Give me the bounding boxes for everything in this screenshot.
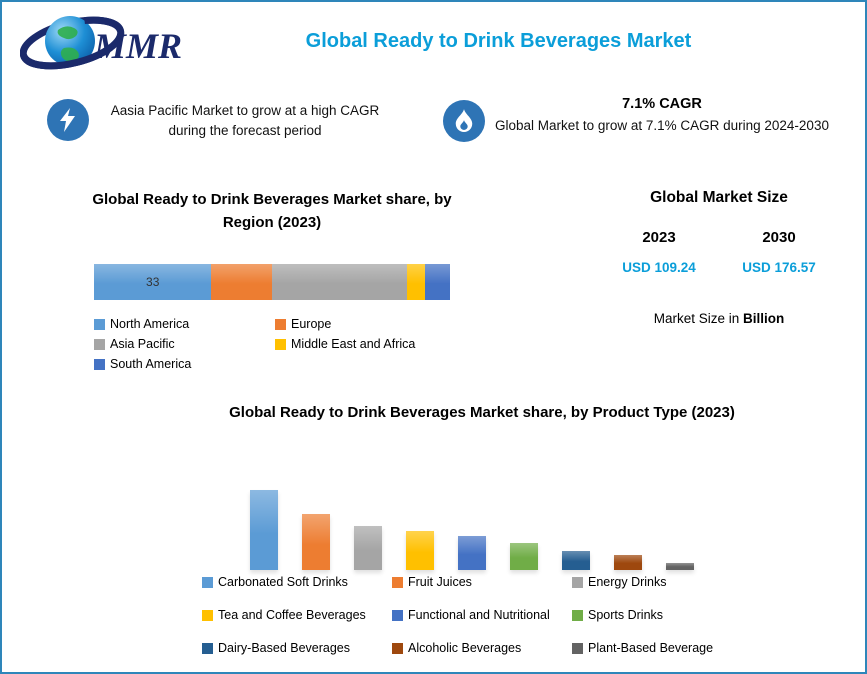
cagr-headline: 7.1% CAGR bbox=[622, 96, 702, 112]
legend-label: Functional and Nutritional bbox=[408, 608, 550, 622]
legend-label: Dairy-Based Beverages bbox=[218, 641, 351, 655]
legend-item: Energy Drinks bbox=[572, 575, 764, 589]
product-chart-title: Global Ready to Drink Beverages Market s… bbox=[229, 404, 735, 421]
market-size-values: USD 109.24 USD 176.57 bbox=[599, 260, 839, 275]
value-2023: USD 109.24 bbox=[622, 260, 696, 275]
globe-icon bbox=[45, 16, 95, 66]
legend-swatch bbox=[572, 609, 583, 621]
legend-swatch bbox=[202, 642, 213, 654]
market-size-years: 2023 2030 bbox=[599, 229, 839, 246]
legend-label: Tea and Coffee Beverages bbox=[218, 608, 366, 622]
legend-swatch bbox=[572, 642, 583, 654]
legend-swatch bbox=[94, 318, 105, 330]
legend-item: Dairy-Based Beverages bbox=[202, 641, 392, 655]
product-bar-4 bbox=[458, 536, 486, 570]
flame-icon bbox=[455, 109, 473, 132]
product-bar-0 bbox=[250, 490, 278, 570]
market-size-note: Market Size in Billion bbox=[599, 311, 839, 326]
legend-swatch bbox=[94, 338, 105, 350]
legend-label: Fruit Juices bbox=[408, 575, 472, 589]
legend-item: North America bbox=[94, 317, 275, 331]
legend-item: Sports Drinks bbox=[572, 608, 764, 622]
legend-label: Europe bbox=[291, 317, 332, 331]
legend-label: South America bbox=[110, 357, 192, 371]
product-bar-2 bbox=[354, 526, 382, 570]
callout-region-growth: Aasia Pacific Market to grow at a high C… bbox=[110, 103, 380, 139]
region-segment-0: 33 bbox=[94, 264, 212, 300]
product-bar-5 bbox=[510, 543, 538, 570]
legend-swatch bbox=[94, 358, 105, 370]
flame-icon-badge bbox=[443, 100, 485, 142]
callout-cagr: 7.1% CAGR Global Market to grow at 7.1% … bbox=[490, 94, 834, 136]
legend-label: Alcoholic Beverages bbox=[408, 641, 522, 655]
cagr-body: Global Market to grow at 7.1% CAGR durin… bbox=[495, 117, 829, 133]
product-bar-chart bbox=[250, 490, 694, 570]
product-bar-8 bbox=[666, 563, 694, 570]
value-2030: USD 176.57 bbox=[742, 260, 816, 275]
lightning-icon bbox=[60, 108, 75, 132]
legend-label: Plant-Based Beverage bbox=[588, 641, 714, 655]
product-legend: Carbonated Soft Drinks Fruit Juices Energy… bbox=[202, 575, 764, 655]
product-bar-1 bbox=[302, 514, 330, 570]
year-2030: 2030 bbox=[762, 229, 796, 246]
legend-swatch bbox=[392, 642, 403, 654]
legend-item: Functional and Nutritional bbox=[392, 608, 572, 622]
legend-swatch bbox=[202, 576, 213, 588]
region-segment-4 bbox=[425, 264, 450, 300]
legend-label: Sports Drinks bbox=[588, 608, 664, 622]
note-unit: Billion bbox=[743, 311, 785, 326]
legend-swatch bbox=[202, 609, 213, 621]
legend-item: Asia Pacific bbox=[94, 337, 275, 351]
region-chart-title: Global Ready to Drink Beverages Market s… bbox=[92, 191, 452, 232]
lightning-icon-badge bbox=[47, 99, 89, 141]
legend-item: Alcoholic Beverages bbox=[392, 641, 572, 655]
product-bar-7 bbox=[614, 555, 642, 570]
legend-item: Plant-Based Beverage bbox=[572, 641, 764, 655]
region-segment-1 bbox=[211, 264, 272, 300]
region-segment-3 bbox=[407, 264, 426, 300]
legend-swatch bbox=[392, 609, 403, 621]
market-size-title: Global Market Size bbox=[650, 189, 788, 206]
legend-swatch bbox=[392, 576, 403, 588]
legend-swatch bbox=[572, 576, 583, 588]
legend-item: South America bbox=[94, 357, 275, 371]
page-title: Global Ready to Drink Beverages Market bbox=[305, 30, 692, 52]
legend-item: Tea and Coffee Beverages bbox=[202, 608, 392, 622]
year-2023: 2023 bbox=[642, 229, 676, 246]
legend-swatch bbox=[275, 318, 286, 330]
legend-item: Fruit Juices bbox=[392, 575, 572, 589]
legend-item: Europe bbox=[275, 317, 456, 331]
legend-label: Asia Pacific bbox=[110, 337, 175, 351]
product-bar-6 bbox=[562, 551, 590, 570]
logo-text: MMR bbox=[93, 26, 182, 66]
region-segment-2 bbox=[271, 264, 408, 300]
mmr-logo: MMR bbox=[19, 8, 200, 76]
legend-label: Carbonated Soft Drinks bbox=[218, 575, 348, 589]
legend-item: Carbonated Soft Drinks bbox=[202, 575, 392, 589]
globe-logo-graphic: MMR bbox=[19, 16, 182, 70]
region-stacked-bar: 33 bbox=[94, 264, 450, 300]
region-legend: North America Europe Asia Pacific Middle Ea… bbox=[94, 317, 456, 371]
legend-swatch bbox=[275, 338, 286, 350]
product-bar-3 bbox=[406, 531, 434, 570]
legend-label: North America bbox=[110, 317, 190, 331]
legend-label: Middle East and Africa bbox=[291, 337, 416, 351]
legend-label: Energy Drinks bbox=[588, 575, 667, 589]
note-prefix: Market Size in bbox=[653, 311, 744, 326]
legend-item: Middle East and Africa bbox=[275, 337, 456, 351]
